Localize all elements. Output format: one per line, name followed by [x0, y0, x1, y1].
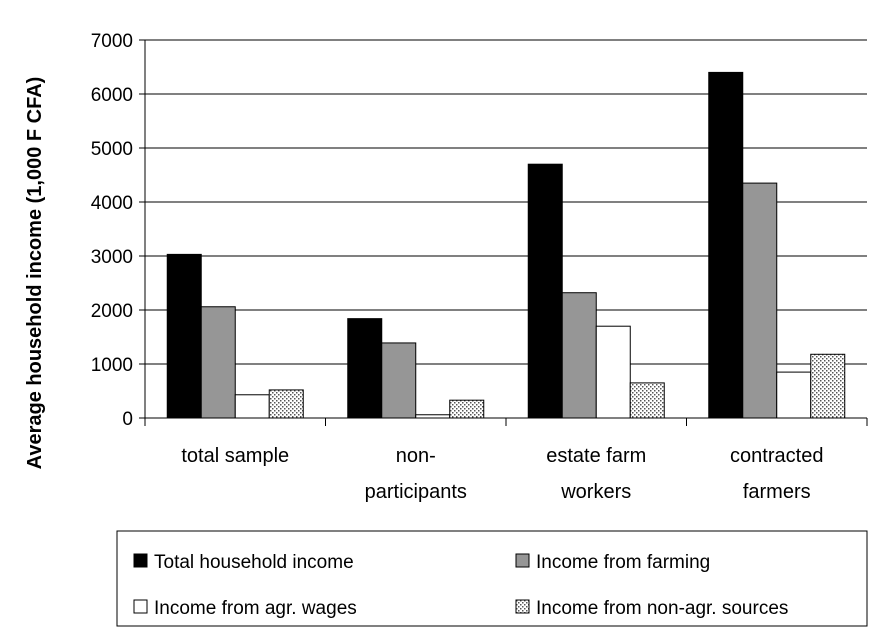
- gridlines: [145, 39, 867, 365]
- bar-income-from-agr-wages: [595, 325, 631, 419]
- legend-label: Total household income: [154, 552, 354, 573]
- bars: [166, 71, 846, 419]
- legend-swatch: [133, 553, 148, 568]
- legend-swatch: [515, 599, 530, 614]
- y-tick-label: 4000: [91, 193, 133, 214]
- x-category-label: total sample: [181, 445, 289, 467]
- x-category-label: contracted: [730, 445, 823, 467]
- bar-income-from-non-agr-sources: [810, 353, 846, 419]
- y-tick-label: 0: [122, 409, 133, 430]
- x-category-label: farmers: [743, 481, 811, 503]
- x-category-label: non-: [396, 445, 436, 467]
- bar-total-household-income: [708, 71, 744, 419]
- legend: Total household income Income from farmin…: [116, 530, 868, 627]
- bar-income-from-non-agr-sources: [629, 382, 665, 419]
- bar-income-from-farming: [561, 292, 597, 419]
- bar-total-household-income: [166, 253, 202, 419]
- y-tick-label: 1000: [91, 355, 133, 376]
- legend-box: [116, 530, 868, 627]
- legend-label: Income from non-agr. sources: [536, 598, 788, 619]
- bar-income-from-agr-wages: [776, 371, 812, 419]
- y-tick-label: 7000: [91, 31, 133, 52]
- legend-swatch: [515, 553, 530, 568]
- legend-label: Income from agr. wages: [154, 598, 357, 619]
- bar-income-from-farming: [381, 342, 417, 419]
- bar-total-household-income: [347, 318, 383, 419]
- legend-label: Income from farming: [536, 552, 710, 573]
- bar-income-from-farming: [200, 306, 236, 419]
- bar-total-household-income: [527, 163, 563, 419]
- x-category-label: estate farm: [546, 445, 646, 467]
- y-tick-label: 2000: [91, 301, 133, 322]
- x-category-label: participants: [365, 481, 467, 503]
- bar-income-from-farming: [742, 182, 778, 419]
- bar-income-from-non-agr-sources: [449, 399, 485, 419]
- bar-income-from-agr-wages: [234, 394, 270, 419]
- y-axis-label: Average household income (1,000 F CFA): [24, 77, 46, 470]
- x-category-label: workers: [560, 481, 631, 503]
- y-tick-label: 6000: [91, 85, 133, 106]
- bar-income-from-non-agr-sources: [268, 389, 304, 419]
- legend-swatch: [133, 599, 148, 614]
- y-tick-label: 5000: [91, 139, 133, 160]
- axes: 0 1000 2000 3000 4000 5000 6000 7000 total sampl…: [91, 31, 868, 503]
- y-tick-label: 3000: [91, 247, 133, 268]
